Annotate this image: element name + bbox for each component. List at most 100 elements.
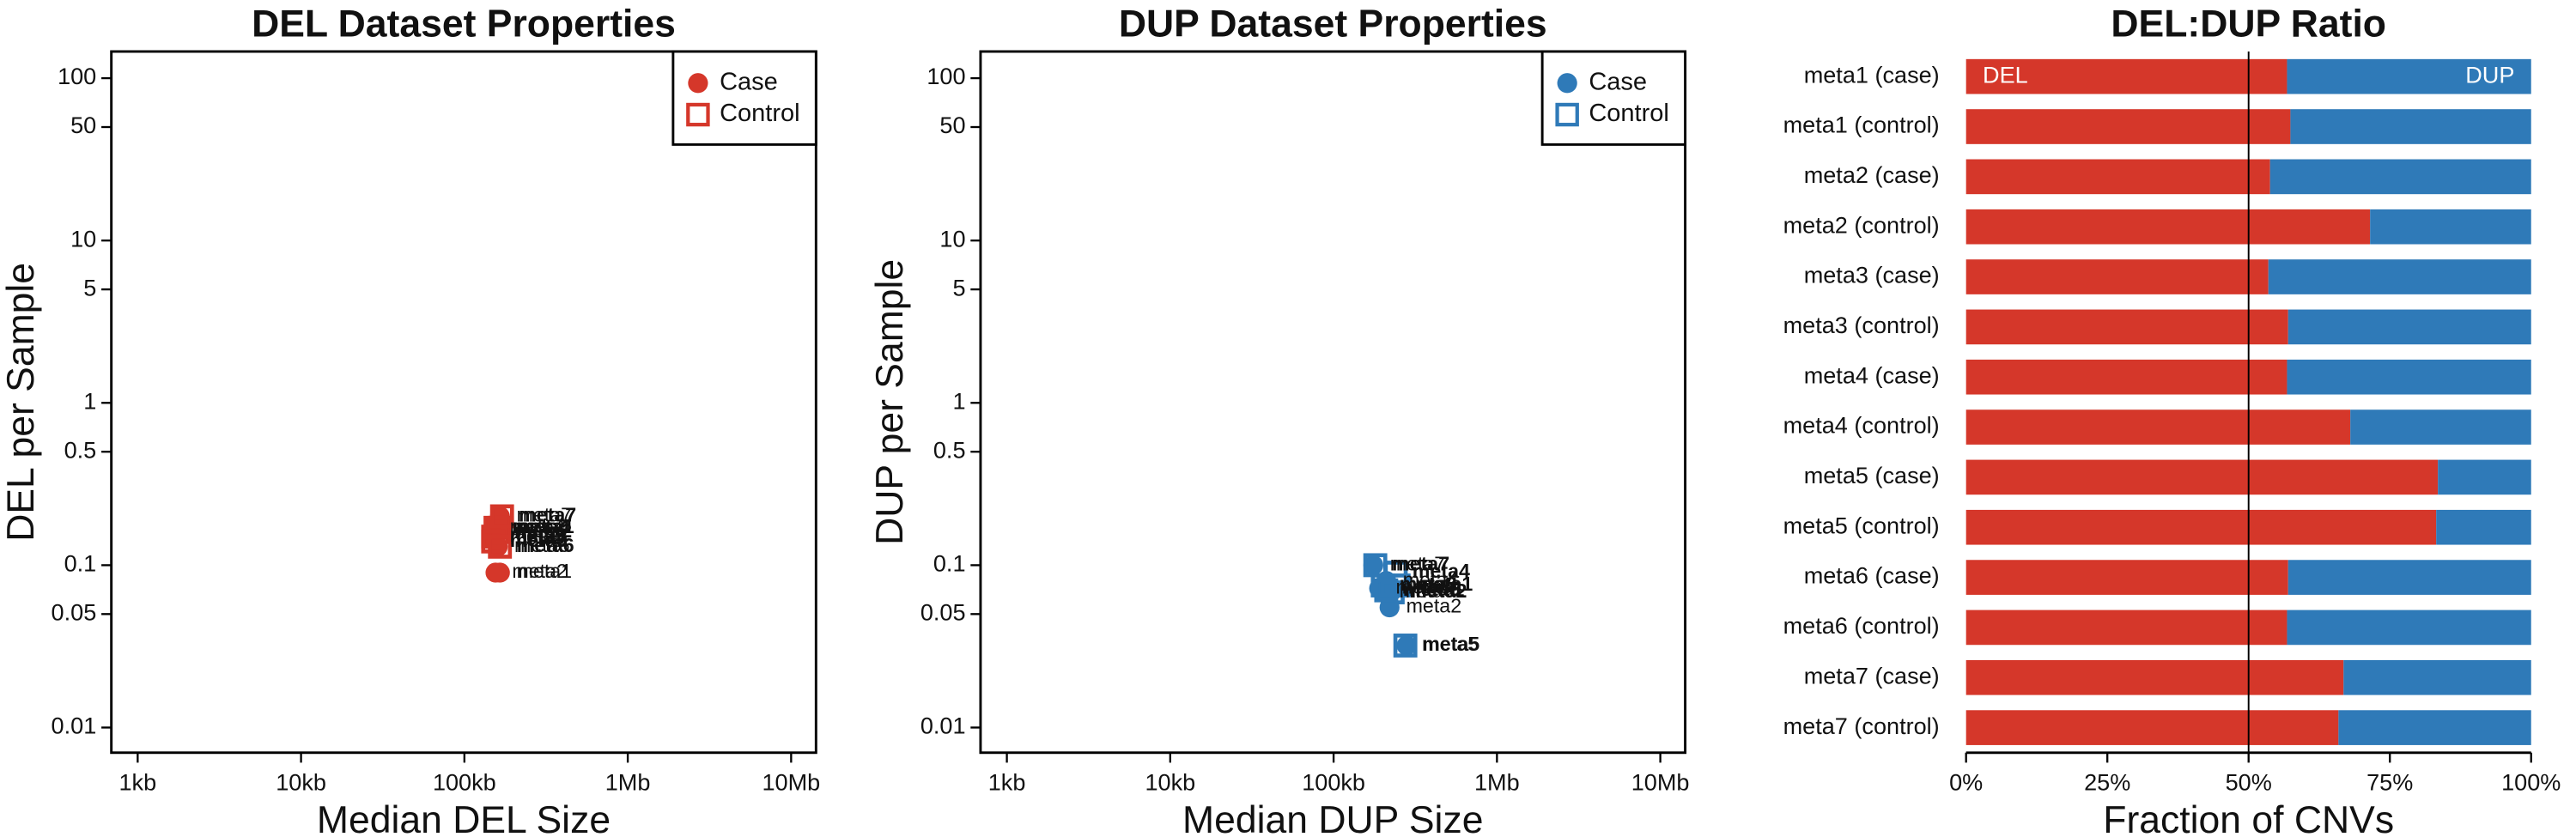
- category-label: meta3 (case): [1804, 262, 1940, 288]
- bar-segment: [1965, 560, 2288, 595]
- y-tick-label: 50: [939, 112, 965, 138]
- control-point: [1374, 578, 1399, 603]
- control-point: [481, 529, 506, 554]
- x-axis-label: Median DEL Size: [317, 799, 611, 837]
- bar-segment: [2287, 359, 2531, 395]
- plot-frame: [110, 50, 817, 755]
- bar-segment: [1965, 159, 2270, 195]
- category-label: meta3 (control): [1783, 312, 1940, 338]
- bar-segment: [2350, 409, 2531, 445]
- point-label: meta1: [517, 515, 574, 537]
- control-point: [1386, 573, 1411, 597]
- y-tick-label: 10: [70, 225, 96, 252]
- case-point: [1396, 635, 1417, 656]
- point-label: meta5: [1424, 633, 1479, 655]
- legend-marker: [1555, 102, 1579, 127]
- chart-title: DUP Dataset Properties: [1119, 3, 1547, 45]
- legend-box: [1540, 50, 1687, 146]
- point-label: meta3: [510, 524, 566, 546]
- bar-segment: [1965, 610, 2287, 646]
- y-tick-label: 0.5: [933, 436, 966, 463]
- bar-segment: [1965, 359, 2287, 395]
- point-label: meta6: [514, 534, 570, 556]
- control-point: [489, 504, 514, 529]
- x-tick-label: 10Mb: [762, 769, 820, 796]
- point-label: meta4: [510, 515, 566, 537]
- category-label: meta2 (case): [1804, 161, 1940, 188]
- bar-segment: [2438, 459, 2531, 495]
- point-label: meta2: [1406, 595, 1462, 617]
- legend-label: Control: [720, 100, 800, 127]
- bar-segment: [2338, 710, 2531, 745]
- legend-label: Case: [1589, 68, 1647, 95]
- x-tick-label: 100kb: [1302, 769, 1365, 796]
- chart-title: DEL Dataset Properties: [252, 3, 676, 45]
- case-point: [485, 562, 506, 583]
- point-label: meta6: [1403, 578, 1461, 600]
- y-tick-label: 0.05: [52, 598, 97, 625]
- legend-label: Case: [720, 68, 778, 95]
- point-label: meta4: [1413, 560, 1470, 582]
- x-tick-label: 1kb: [988, 769, 1026, 796]
- point-label: meta6: [1400, 579, 1455, 602]
- point-label: meta7: [519, 504, 576, 526]
- bar-segment: [2287, 560, 2531, 595]
- bar-segment: [2268, 259, 2531, 294]
- category-label: meta1 (control): [1783, 112, 1940, 138]
- control-point: [1363, 553, 1388, 578]
- y-axis-label: DEL per Sample: [0, 263, 42, 542]
- bar-segment: [1965, 309, 2288, 345]
- y-tick-label: 1: [952, 387, 965, 414]
- y-tick-label: 5: [83, 274, 96, 300]
- x-tick-label: 1Mb: [1474, 769, 1520, 796]
- point-label: meta4: [1403, 568, 1459, 591]
- point-label: meta5: [510, 529, 568, 551]
- plot-frame: [979, 50, 1687, 755]
- bar-segment: [2370, 209, 2531, 245]
- y-tick-label: 0.5: [64, 436, 97, 463]
- category-label: meta4 (control): [1783, 412, 1940, 439]
- bar-segment: [1965, 109, 2291, 144]
- category-label: meta7 (control): [1783, 713, 1940, 739]
- y-tick-label: 0.01: [52, 713, 97, 739]
- x-tick-label: 1kb: [119, 769, 157, 796]
- y-tick-label: 0.05: [920, 598, 966, 625]
- case-point: [1363, 555, 1383, 575]
- x-axis-label: Median DUP Size: [1182, 799, 1483, 837]
- bar-segment: [2287, 309, 2531, 345]
- y-tick-label: 0.1: [64, 550, 97, 577]
- point-label: meta1: [1415, 573, 1473, 595]
- x-tick-label: 75%: [2366, 769, 2413, 796]
- series-label: DEL: [1983, 61, 2028, 88]
- x-tick-label: 25%: [2084, 769, 2130, 796]
- bar-segment: [1965, 659, 2344, 695]
- y-axis-label: DUP per Sample: [869, 259, 911, 545]
- point-label: meta7: [1390, 553, 1446, 575]
- x-tick-label: 10kb: [276, 769, 326, 796]
- series-label: DUP: [2465, 61, 2514, 88]
- legend-marker: [686, 102, 710, 127]
- bar-segment: [1965, 409, 2351, 445]
- x-tick-label: 10Mb: [1631, 769, 1690, 796]
- legend-box: [671, 50, 817, 146]
- bar-segment: [2287, 610, 2531, 646]
- bar-segment: [1965, 710, 2339, 745]
- point-label: meta5: [510, 526, 566, 549]
- bar-segment: [1965, 259, 2269, 294]
- y-tick-label: 100: [58, 63, 96, 89]
- category-label: meta6 (control): [1783, 612, 1940, 639]
- x-axis-label: Fraction of CNVs: [2103, 799, 2394, 837]
- x-tick-label: 0%: [1949, 769, 1983, 796]
- bar-segment: [2290, 109, 2531, 144]
- y-tick-label: 5: [952, 274, 965, 300]
- x-tick-label: 50%: [2226, 769, 2272, 796]
- category-label: meta5 (control): [1783, 512, 1940, 538]
- point-label: meta7: [1392, 553, 1449, 575]
- category-label: meta4 (case): [1804, 361, 1940, 388]
- legend-marker: [688, 73, 708, 94]
- point-label: meta3: [1400, 573, 1457, 595]
- point-label: meta5: [1422, 633, 1479, 655]
- bar-segment: [1965, 209, 2371, 245]
